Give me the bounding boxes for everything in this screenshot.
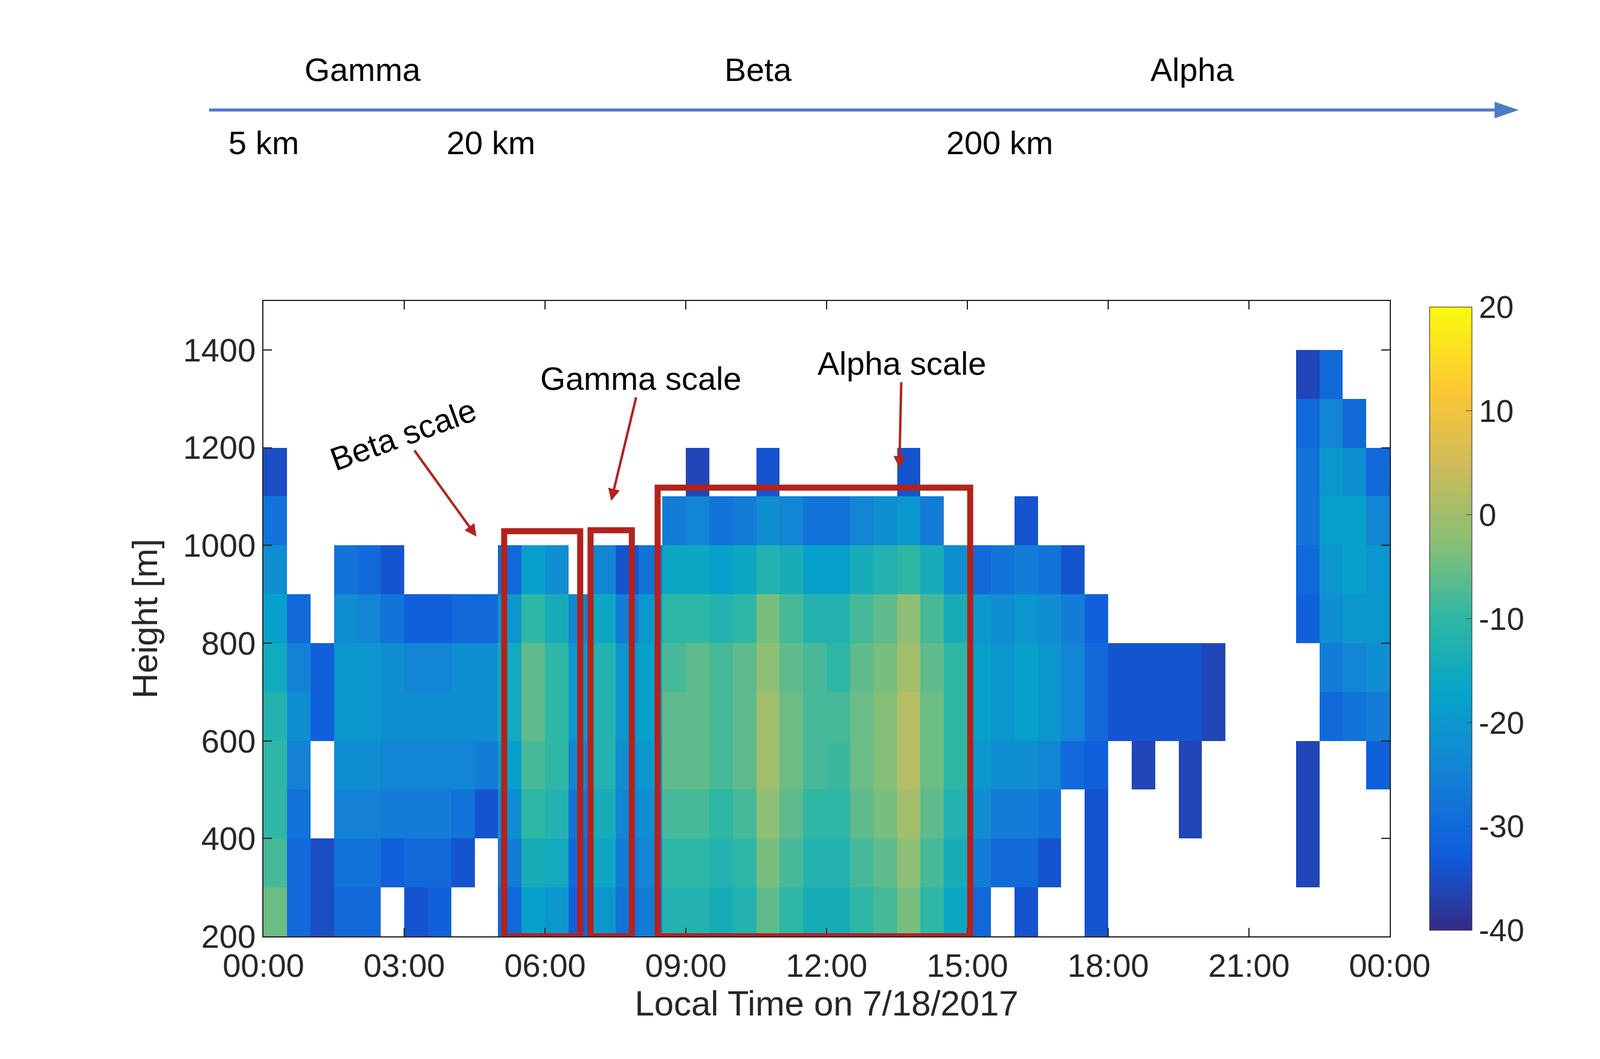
svg-text:200 km: 200 km [946,124,1054,161]
svg-text:Height [m]: Height [m] [125,538,165,698]
svg-text:Alpha: Alpha [1150,51,1235,88]
svg-text:1400: 1400 [183,331,256,368]
svg-text:18:00: 18:00 [1067,946,1149,984]
svg-text:20 km: 20 km [446,124,536,161]
svg-text:Local Time on 7/18/2017: Local Time on 7/18/2017 [634,983,1019,1023]
svg-text:12:00: 12:00 [785,946,868,984]
svg-text:00:00: 00:00 [1348,946,1431,984]
svg-text:Gamma scale: Gamma scale [540,360,742,397]
svg-text:09:00: 09:00 [644,946,727,984]
svg-text:0: 0 [1478,497,1497,533]
svg-text:21:00: 21:00 [1207,946,1290,984]
svg-text:06:00: 06:00 [503,946,586,984]
svg-text:-40: -40 [1478,912,1524,948]
svg-text:15:00: 15:00 [926,946,1008,984]
svg-text:00:00: 00:00 [222,946,304,984]
svg-text:-20: -20 [1478,705,1524,741]
svg-text:200: 200 [201,917,256,955]
svg-text:-10: -10 [1478,601,1524,637]
svg-text:5 km: 5 km [228,124,300,161]
svg-text:03:00: 03:00 [363,946,445,984]
svg-text:800: 800 [201,624,256,662]
svg-text:Gamma: Gamma [304,51,422,88]
svg-text:1000: 1000 [183,526,256,564]
svg-text:600: 600 [201,722,256,759]
svg-text:Beta: Beta [724,51,793,88]
svg-text:400: 400 [201,819,256,857]
svg-text:10: 10 [1478,393,1514,429]
svg-text:20: 20 [1478,289,1514,325]
svg-text:Beta scale: Beta scale [325,391,481,478]
svg-text:1200: 1200 [183,429,256,466]
svg-text:Alpha scale: Alpha scale [817,345,987,382]
svg-text:-30: -30 [1478,808,1524,844]
